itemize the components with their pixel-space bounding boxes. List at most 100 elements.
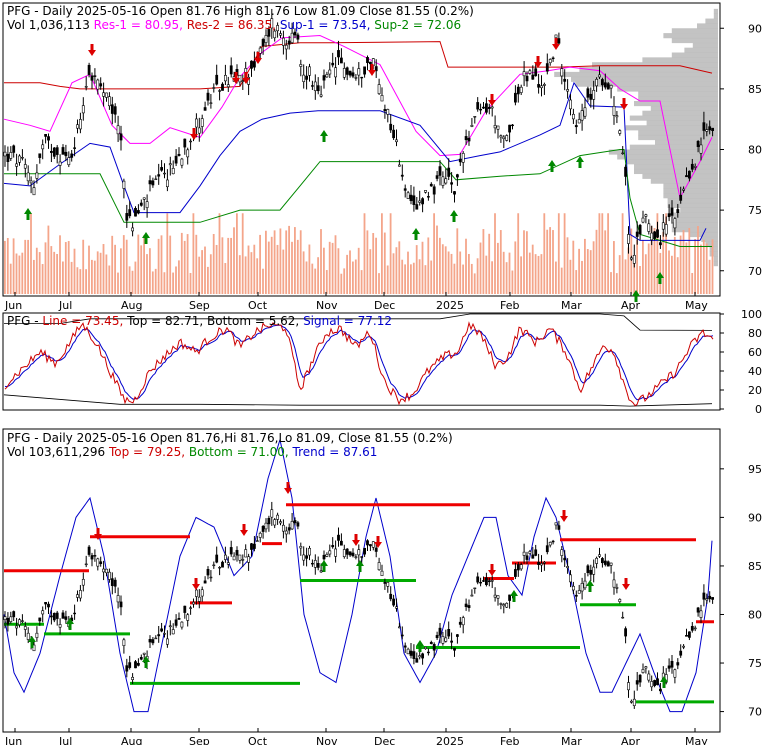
candle-body [409, 194, 413, 202]
candle-body [232, 555, 236, 561]
volume-profile-bar [663, 188, 718, 194]
candle-body [49, 150, 53, 153]
candle-body [116, 595, 120, 603]
volume-bar [102, 244, 105, 294]
price-x-tick-label: Jul [58, 299, 72, 312]
volume-bar [357, 247, 360, 294]
volume-bar [424, 265, 427, 294]
candle-body [163, 633, 166, 635]
candle-body [168, 163, 172, 166]
candle-body [200, 589, 204, 597]
candle-body [20, 157, 24, 159]
trend-panel-title: PFG - Daily 2025-05-16 Open 81.76,Hi 81.… [7, 431, 453, 445]
price-x-tick-label: Oct [248, 299, 268, 312]
candle-body [473, 587, 477, 590]
candle-body [644, 214, 648, 217]
candle-body [366, 540, 369, 546]
volume-bar [540, 254, 543, 294]
volume-bar [62, 261, 64, 294]
candle-body [134, 661, 137, 669]
candle-body [270, 18, 274, 29]
volume-bar [175, 266, 177, 294]
volume-bar [418, 259, 421, 294]
candle-body [276, 25, 280, 32]
candle-body [226, 84, 230, 88]
volume-bar [317, 257, 319, 294]
candle-body [528, 70, 532, 74]
volume-bar [288, 225, 290, 294]
volume-bar [273, 230, 276, 294]
candle-body [171, 168, 175, 175]
candle-body [52, 612, 56, 621]
volume-bar [702, 239, 705, 294]
candle-body [99, 561, 103, 564]
candle-body [310, 85, 314, 87]
volume-bar [163, 272, 166, 294]
candle-body [455, 634, 459, 637]
sell-arrow [560, 510, 568, 522]
volume-bar [543, 213, 546, 294]
volume-bar [241, 213, 244, 294]
volume-bar [436, 225, 438, 294]
volume-bar [18, 255, 21, 294]
candle-body [102, 92, 106, 97]
candle-body [470, 125, 474, 127]
volume-bar [294, 227, 296, 294]
volume-bar [73, 248, 76, 294]
candle-body [342, 68, 346, 78]
candle-body [90, 75, 94, 81]
candle-body [670, 207, 674, 216]
candle-body [389, 123, 393, 131]
candle-body [334, 67, 338, 78]
stochastic-y-axis: 100 80 60 40 20 0 [720, 308, 762, 416]
candle-body [342, 549, 346, 557]
candle-body [658, 242, 662, 246]
candle-body [708, 126, 712, 131]
volume-bar [50, 246, 53, 294]
candle-body [609, 84, 613, 89]
candle-body [542, 84, 546, 86]
candle-body [505, 602, 509, 608]
candle-body [154, 178, 158, 181]
candle-body [189, 607, 193, 609]
candle-body [418, 200, 422, 203]
candle-body [693, 166, 697, 168]
candle-body [52, 147, 56, 157]
price-stat-4: Sup-2 = 72.06 [374, 18, 461, 32]
price-x-axis: Jun Jul Aug Sep Oct Nov Dec 2025 Feb Mar Apr May [4, 292, 708, 312]
candle-body [432, 644, 436, 651]
candle-body [629, 700, 633, 703]
candle-body [305, 555, 309, 559]
candle-body [270, 509, 274, 518]
volume-bar [383, 232, 386, 294]
candle-body [145, 201, 149, 208]
candle-body [421, 653, 425, 659]
volume-bar [665, 213, 667, 294]
candle-body [253, 61, 256, 68]
price-x-tick-label: Dec [374, 299, 395, 312]
candle-body [629, 257, 633, 260]
volume-bar [502, 251, 505, 294]
volume-bar [491, 261, 493, 294]
sell-arrow [94, 528, 102, 540]
volume-profile-bar [671, 227, 718, 233]
volume-bar [151, 271, 154, 294]
candle-body [685, 634, 688, 637]
volume-bar [282, 249, 285, 294]
volume-profile-bar [571, 76, 718, 82]
candle-body [450, 182, 454, 185]
candle-body [177, 618, 181, 620]
candle-body [186, 614, 190, 621]
candle-body [450, 640, 454, 643]
stoch-top-line [4, 313, 713, 331]
buy-arrow [320, 130, 328, 142]
stoch-y-tick-label: 0 [755, 403, 762, 416]
candle-body [177, 153, 181, 156]
candle-body [490, 580, 494, 582]
volume-bar [708, 259, 711, 294]
candle-body [685, 175, 688, 178]
candle-body [615, 115, 619, 118]
volume-bar [189, 273, 192, 294]
candle-body [482, 106, 485, 109]
candle-body [339, 57, 343, 64]
